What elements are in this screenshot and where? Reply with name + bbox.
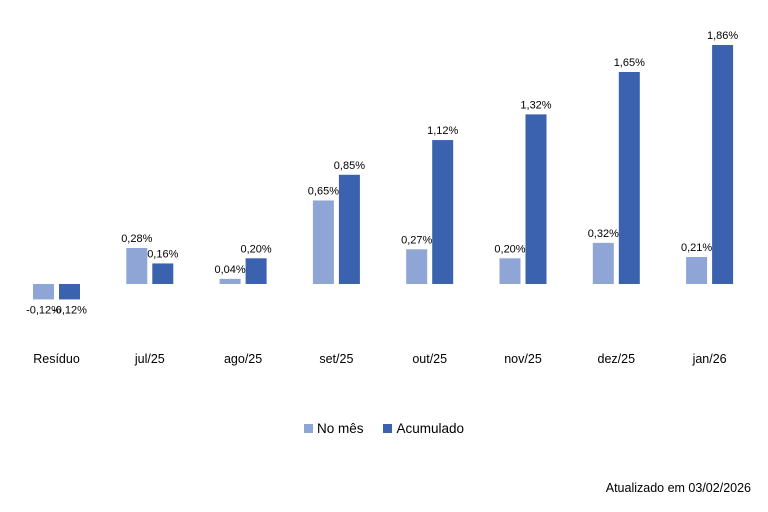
- updated-note: Atualizado em 03/02/2026: [605, 481, 751, 495]
- data-label-acumulado-0: -0,12%: [52, 304, 87, 316]
- bar-acumulado-1: [152, 263, 174, 284]
- legend-swatch-acumulado: [383, 424, 393, 433]
- data-label-acumulado-4: 1,12%: [427, 125, 458, 137]
- category-label-0: Resíduo: [33, 352, 80, 366]
- data-label-acumulado-3: 0,85%: [334, 160, 365, 172]
- bar-no-mes-2: [219, 278, 241, 284]
- legend-item-acumulado: Acumulado: [383, 421, 464, 436]
- bar-no-mes-5: [499, 258, 521, 284]
- data-label-no-mes-5: 0,20%: [494, 243, 525, 255]
- data-label-acumulado-6: 1,65%: [614, 57, 645, 69]
- data-label-acumulado-1: 0,16%: [147, 248, 178, 260]
- data-label-no-mes-6: 0,32%: [588, 228, 619, 240]
- data-label-no-mes-3: 0,65%: [308, 185, 339, 197]
- data-label-no-mes-2: 0,04%: [214, 264, 245, 276]
- bar-chart: -0,12%-0,12% Resíduo 0,28% 0,16% jul/25 0,04%…: [26, 30, 738, 366]
- legend-label-no-mes: No mês: [316, 421, 364, 436]
- data-label-no-mes-4: 0,27%: [401, 234, 432, 246]
- data-label-no-mes-7: 0,21%: [681, 242, 712, 254]
- legend-swatch-no-mes: [303, 424, 313, 433]
- legend-label-acumulado: Acumulado: [396, 421, 465, 436]
- bar-no-mes-7: [686, 257, 708, 284]
- bar-no-mes-3: [312, 200, 334, 284]
- bar-acumulado-7: [712, 44, 734, 284]
- category-label-5: nov/25: [504, 352, 542, 366]
- bar-acumulado-3: [338, 174, 360, 284]
- data-label-acumulado-2: 0,20%: [240, 243, 271, 255]
- bar-acumulado-2: [245, 258, 267, 284]
- bar-acumulado-0: [59, 284, 80, 300]
- bar-no-mes-4: [406, 249, 428, 284]
- bar-no-mes-6: [592, 242, 614, 284]
- category-label-1: jul/25: [134, 352, 165, 366]
- data-label-acumulado-7: 1,86%: [707, 30, 738, 42]
- category-label-2: ago/25: [224, 352, 262, 366]
- category-label-7: jan/26: [692, 352, 727, 366]
- bar-acumulado-4: [432, 140, 454, 284]
- category-label-6: dez/25: [598, 352, 636, 366]
- category-label-4: out/25: [412, 352, 447, 366]
- legend: No mês Acumulado: [0, 421, 768, 436]
- data-label-acumulado-5: 1,32%: [520, 99, 551, 111]
- category-label-3: set/25: [319, 352, 353, 366]
- data-label-no-mes-0: -0,12%: [26, 304, 61, 316]
- bar-acumulado-5: [525, 114, 547, 284]
- bar-no-mes-1: [126, 248, 148, 284]
- bar-acumulado-6: [618, 71, 640, 284]
- bar-no-mes-0: [33, 284, 54, 300]
- legend-item-no-mes: No mês: [303, 421, 364, 436]
- data-label-no-mes-1: 0,28%: [121, 233, 152, 245]
